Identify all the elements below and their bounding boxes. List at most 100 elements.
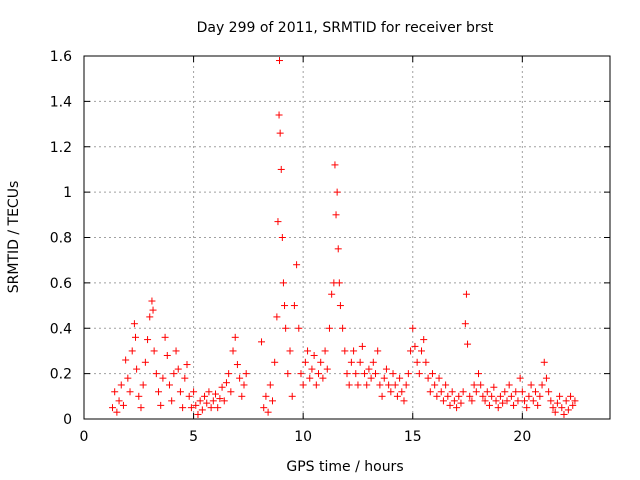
- data-point: [276, 129, 284, 137]
- data-point: [233, 361, 241, 369]
- data-point: [144, 336, 152, 344]
- plot-frame: [83, 55, 611, 420]
- data-point: [461, 320, 469, 328]
- data-point: [331, 161, 339, 169]
- data-point: [547, 397, 555, 405]
- data-point: [485, 401, 493, 409]
- data-point: [174, 365, 182, 373]
- data-point: [415, 370, 423, 378]
- data-point: [236, 374, 244, 382]
- y-tick-label: 0.4: [50, 321, 72, 337]
- data-point: [409, 324, 417, 332]
- data-point: [333, 188, 341, 196]
- data-point: [428, 370, 436, 378]
- data-point: [304, 347, 312, 355]
- data-point: [185, 392, 193, 400]
- data-point: [422, 358, 430, 366]
- data-point: [385, 381, 393, 389]
- data-point: [266, 381, 274, 389]
- data-point: [494, 404, 502, 412]
- data-point: [531, 388, 539, 396]
- data-point: [222, 379, 230, 387]
- data-point: [446, 401, 454, 409]
- data-point: [562, 397, 570, 405]
- data-point: [437, 388, 445, 396]
- data-point: [490, 383, 498, 391]
- data-point: [157, 401, 165, 409]
- data-point: [132, 333, 140, 341]
- data-point: [124, 374, 132, 382]
- data-point: [332, 211, 340, 219]
- data-point: [159, 374, 167, 382]
- data-point: [551, 408, 559, 416]
- y-tick-label: 1.4: [50, 94, 72, 110]
- data-point: [404, 370, 412, 378]
- data-point: [196, 397, 204, 405]
- data-point: [306, 374, 314, 382]
- data-point: [148, 297, 156, 305]
- data-point: [319, 374, 327, 382]
- data-point: [444, 392, 452, 400]
- y-tick-label: 0.6: [50, 276, 72, 292]
- data-point: [335, 279, 343, 287]
- data-point: [382, 365, 390, 373]
- data-point: [347, 358, 355, 366]
- data-point: [538, 381, 546, 389]
- data-point: [115, 397, 123, 405]
- data-point: [393, 392, 401, 400]
- data-point: [391, 381, 399, 389]
- data-point: [499, 399, 507, 407]
- data-point: [431, 381, 439, 389]
- data-point: [457, 399, 465, 407]
- data-point: [231, 333, 239, 341]
- data-point: [433, 392, 441, 400]
- x-axis-label: GPS time / hours: [286, 459, 403, 475]
- data-point: [420, 336, 428, 344]
- data-point: [205, 388, 213, 396]
- data-point: [402, 381, 410, 389]
- data-point: [481, 397, 489, 405]
- data-point: [179, 404, 187, 412]
- data-point: [475, 370, 482, 378]
- x-tick-label: 0: [80, 429, 89, 445]
- data-point: [567, 392, 575, 400]
- data-point: [238, 392, 246, 400]
- data-point: [258, 338, 266, 346]
- data-point: [356, 358, 364, 366]
- data-point: [198, 406, 206, 414]
- data-point: [501, 388, 509, 396]
- y-axis: 0 0.2 0.4 0.6 0.8 1 1.2 1.4 1.6: [50, 49, 610, 428]
- data-point: [352, 370, 360, 378]
- data-point: [367, 374, 375, 382]
- data-point: [141, 358, 149, 366]
- data-point: [295, 324, 303, 332]
- data-point: [268, 397, 276, 405]
- data-point: [521, 397, 529, 405]
- y-tick-label: 1.6: [50, 49, 72, 65]
- data-point: [229, 347, 237, 355]
- data-point: [505, 381, 513, 389]
- data-point: [301, 358, 309, 366]
- data-point: [277, 165, 285, 173]
- data-point: [225, 370, 233, 378]
- data-point: [273, 313, 281, 321]
- data-point: [308, 365, 316, 373]
- data-point: [512, 388, 520, 396]
- data-point: [545, 388, 553, 396]
- data-point: [161, 333, 169, 341]
- data-point: [325, 324, 333, 332]
- x-tick-label: 20: [513, 429, 531, 445]
- y-tick-label: 0.8: [50, 231, 72, 247]
- data-point: [271, 358, 279, 366]
- data-point: [470, 381, 478, 389]
- data-point: [150, 347, 158, 355]
- data-point: [361, 370, 369, 378]
- data-point: [369, 358, 377, 366]
- data-point: [126, 388, 134, 396]
- data-point: [468, 397, 476, 405]
- data-point: [345, 381, 353, 389]
- x-tick-label: 5: [189, 429, 198, 445]
- data-point: [170, 370, 178, 378]
- data-point: [334, 245, 342, 253]
